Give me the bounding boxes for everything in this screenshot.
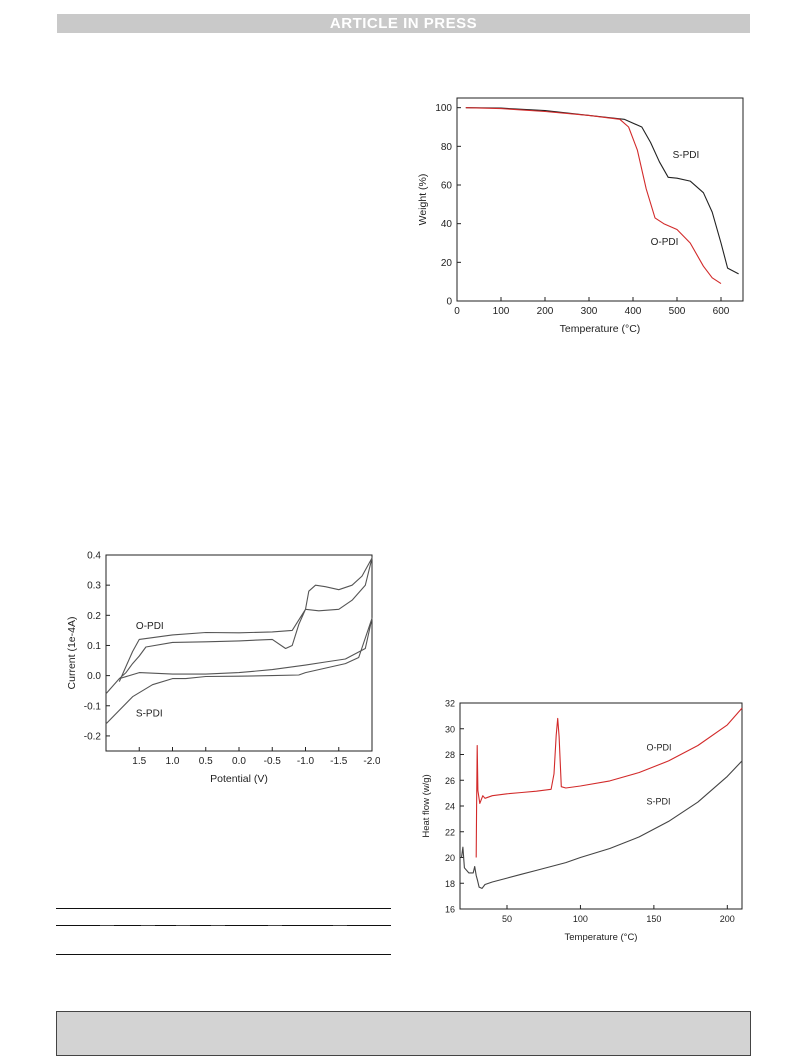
tga-chart: 0 100 200 300 400 500 600 0 20 40 60 80 100 Temperatu…	[414, 90, 754, 346]
x-tick-label: 1.5	[132, 756, 146, 767]
y-tick-label: 60	[441, 181, 453, 192]
series-annotation: S-PDI	[673, 150, 700, 161]
series-annotation: O-PDI	[647, 743, 672, 753]
series-annotation: S-PDI	[136, 708, 163, 719]
x-tick-label: -1.5	[330, 756, 348, 767]
x-axis-label: Temperature (°C)	[560, 323, 641, 335]
y-tick-label: 80	[441, 142, 453, 153]
tga-chart-svg: 0 100 200 300 400 500 600 0 20 40 60 80 100 Temperatu…	[417, 97, 744, 335]
y-tick-label: 0.2	[87, 611, 101, 622]
x-tick-label: 150	[646, 914, 661, 924]
footer-notice-box	[56, 1011, 751, 1056]
y-tick-label: 30	[445, 724, 455, 734]
y-tick-label: 0.3	[87, 581, 101, 592]
y-tick-label: 28	[445, 750, 455, 760]
table-mark	[100, 925, 114, 926]
x-axis-label: Temperature (°C)	[565, 932, 638, 943]
x-tick-label: 600	[713, 306, 730, 317]
plot-frame	[459, 702, 743, 910]
series-annotation: S-PDI	[647, 797, 671, 807]
y-axis-label: Current (1e-4A)	[66, 617, 78, 690]
x-tick-label: 1.0	[166, 756, 180, 767]
table-bottom-rule	[56, 954, 391, 955]
series-line-o-pdi	[118, 557, 373, 682]
y-tick-label: -0.1	[84, 701, 102, 712]
x-tick-label: 200	[537, 306, 554, 317]
dsc-chart-svg: 50 100 150 200 16 18 20 22 24 26 28 30 32 Temperature…	[421, 699, 743, 943]
cv-chart: 1.5 1.0 0.5 0.0 -0.5 -1.0 -1.5 -2.0 -0.2 -0.1 0.0 0…	[60, 545, 380, 790]
series-line-o-pdi	[475, 707, 743, 858]
x-tick-label: 500	[669, 306, 686, 317]
x-tick-label: 0.0	[232, 756, 246, 767]
y-tick-label: 0	[446, 297, 452, 308]
series-line-s-pdi	[465, 107, 739, 275]
table-mark	[333, 925, 347, 926]
x-axis-label: Potential (V)	[210, 773, 268, 785]
y-tick-label: 18	[445, 879, 455, 889]
cv-chart-svg: 1.5 1.0 0.5 0.0 -0.5 -1.0 -1.5 -2.0 -0.2 -0.1 0.0 0…	[66, 551, 380, 786]
plot-frame	[456, 97, 744, 302]
x-tick-label: 50	[502, 914, 512, 924]
x-tick-label: 200	[720, 914, 735, 924]
table-top-rule	[56, 908, 391, 909]
table-mark	[211, 925, 225, 926]
table-mark	[176, 925, 190, 926]
y-tick-label: 0.4	[87, 551, 101, 562]
plot-frame	[105, 554, 373, 752]
x-tick-label: -2.0	[363, 756, 380, 767]
dsc-chart: 50 100 150 200 16 18 20 22 24 26 28 30 32 Temperature…	[416, 695, 752, 951]
y-tick-label: 20	[441, 258, 453, 269]
x-tick-label: 0	[454, 306, 460, 317]
series-annotation: O-PDI	[651, 237, 679, 248]
x-tick-label: -1.0	[297, 756, 315, 767]
x-tick-label: 400	[625, 306, 642, 317]
y-tick-label: -0.2	[84, 731, 102, 742]
y-tick-label: 40	[441, 219, 453, 230]
y-tick-label: 24	[445, 802, 455, 812]
x-tick-label: 300	[581, 306, 598, 317]
y-tick-label: 20	[445, 853, 455, 863]
y-tick-label: 16	[445, 905, 455, 915]
y-tick-label: 0.1	[87, 641, 101, 652]
series-annotation: O-PDI	[136, 621, 164, 632]
x-tick-label: 0.5	[199, 756, 213, 767]
y-tick-label: 26	[445, 776, 455, 786]
table-mark	[141, 925, 155, 926]
series-line-o-pdi	[465, 107, 722, 285]
y-axis-label: Weight (%)	[417, 174, 429, 226]
series-line-s-pdi	[105, 617, 373, 725]
y-tick-label: 32	[445, 699, 455, 709]
x-tick-label: 100	[493, 306, 510, 317]
y-axis-label: Heat flow (w/g)	[421, 774, 432, 837]
x-tick-label: 100	[573, 914, 588, 924]
article-in-press-banner: ARTICLE IN PRESS	[57, 14, 750, 33]
x-tick-label: -0.5	[264, 756, 282, 767]
y-tick-label: 100	[435, 103, 452, 114]
y-tick-label: 22	[445, 827, 455, 837]
table-mark	[268, 925, 282, 926]
y-tick-label: 0.0	[87, 671, 101, 682]
series-line-s-pdi	[460, 760, 743, 889]
